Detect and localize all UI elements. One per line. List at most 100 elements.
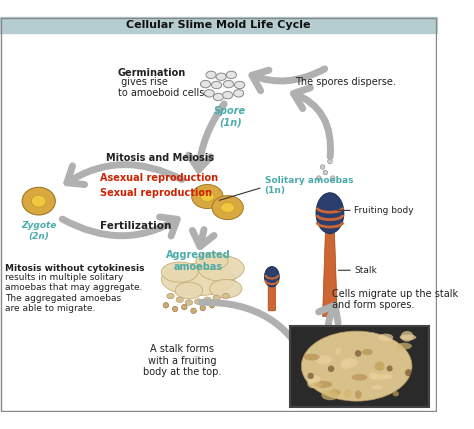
FancyArrowPatch shape [67,165,182,184]
Ellipse shape [201,191,214,202]
FancyBboxPatch shape [0,17,437,33]
Ellipse shape [176,297,183,302]
Text: Asexual reproduction: Asexual reproduction [100,173,218,184]
Text: The spores disperse.: The spores disperse. [295,77,396,87]
Ellipse shape [226,71,237,79]
Ellipse shape [374,362,385,371]
FancyBboxPatch shape [290,326,428,407]
Text: Germination: Germination [118,67,186,78]
Ellipse shape [362,349,373,355]
Ellipse shape [221,202,235,213]
Ellipse shape [167,293,174,299]
Ellipse shape [400,335,416,340]
Circle shape [387,366,392,372]
Circle shape [328,366,334,372]
Ellipse shape [321,390,339,400]
Ellipse shape [307,379,318,388]
Text: Spore
(1n): Spore (1n) [214,106,246,128]
Text: Mitosis without cytokinesis: Mitosis without cytokinesis [5,264,144,273]
Ellipse shape [213,295,220,301]
FancyBboxPatch shape [268,283,275,311]
Ellipse shape [185,300,192,305]
Ellipse shape [198,256,244,281]
Ellipse shape [392,391,399,396]
Text: Aggregated
amoebas: Aggregated amoebas [166,250,230,272]
Ellipse shape [201,80,210,88]
Circle shape [330,176,335,181]
Ellipse shape [401,331,414,341]
Circle shape [323,170,328,175]
Ellipse shape [196,253,228,269]
Circle shape [355,350,362,357]
Ellipse shape [264,266,279,287]
Ellipse shape [210,279,242,298]
Circle shape [173,306,178,312]
Ellipse shape [344,389,351,399]
Ellipse shape [378,334,393,341]
Ellipse shape [175,282,203,299]
Ellipse shape [212,196,243,220]
Ellipse shape [372,374,386,380]
Ellipse shape [369,373,377,379]
Circle shape [328,159,332,164]
Ellipse shape [211,82,222,89]
Ellipse shape [371,385,383,389]
Circle shape [200,305,206,311]
FancyArrowPatch shape [293,88,330,157]
FancyArrowPatch shape [252,69,325,91]
Ellipse shape [304,354,319,360]
Circle shape [209,302,215,308]
Text: Solitary amoebas
(1n): Solitary amoebas (1n) [264,176,353,195]
Circle shape [308,373,314,379]
Text: Zygote
(2n): Zygote (2n) [21,221,56,241]
Ellipse shape [352,374,367,381]
FancyArrowPatch shape [319,305,348,375]
Ellipse shape [216,73,226,80]
Ellipse shape [206,71,216,79]
Text: gives rise
to amoeboid cells.: gives rise to amoeboid cells. [118,77,207,98]
Circle shape [191,308,196,314]
Text: Fertilization: Fertilization [100,221,171,231]
FancyArrowPatch shape [192,230,214,247]
Circle shape [405,369,412,376]
Ellipse shape [335,348,341,355]
Circle shape [182,304,187,310]
Ellipse shape [301,331,412,401]
Text: Sexual reproduction: Sexual reproduction [100,188,211,198]
Text: results in multiple solitary
amoebas that may aggregate.
The aggregated amoebas
: results in multiple solitary amoebas tha… [5,273,142,313]
Ellipse shape [194,299,202,304]
Ellipse shape [235,82,245,89]
FancyArrowPatch shape [201,302,315,369]
Text: Cells migrate up the stalk
and form spores.: Cells migrate up the stalk and form spor… [332,289,458,310]
FancyArrowPatch shape [189,104,224,170]
Ellipse shape [397,343,412,350]
FancyArrowPatch shape [63,217,177,236]
Ellipse shape [223,80,234,88]
Ellipse shape [213,94,223,101]
Text: A stalk forms
with a fruiting
body at the top.: A stalk forms with a fruiting body at th… [143,344,222,377]
Circle shape [163,302,169,308]
Text: Cellular Slime Mold Life Cycle: Cellular Slime Mold Life Cycle [126,20,310,30]
Ellipse shape [316,193,344,233]
Ellipse shape [161,263,235,296]
Ellipse shape [309,375,320,384]
Polygon shape [323,233,337,316]
Circle shape [317,176,321,181]
Ellipse shape [330,389,341,396]
Ellipse shape [223,91,233,99]
Ellipse shape [315,381,332,388]
Ellipse shape [161,262,198,282]
Ellipse shape [340,360,350,370]
Ellipse shape [22,187,55,215]
Ellipse shape [310,382,322,387]
Ellipse shape [355,390,362,399]
Ellipse shape [204,90,214,97]
Text: Fruiting body: Fruiting body [354,206,413,215]
Ellipse shape [31,195,46,207]
Ellipse shape [204,297,211,302]
Text: Mitosis and Meiosis: Mitosis and Meiosis [106,153,214,163]
Ellipse shape [342,358,358,368]
Text: Stalk: Stalk [354,266,377,275]
Ellipse shape [382,374,392,379]
Ellipse shape [234,90,244,97]
